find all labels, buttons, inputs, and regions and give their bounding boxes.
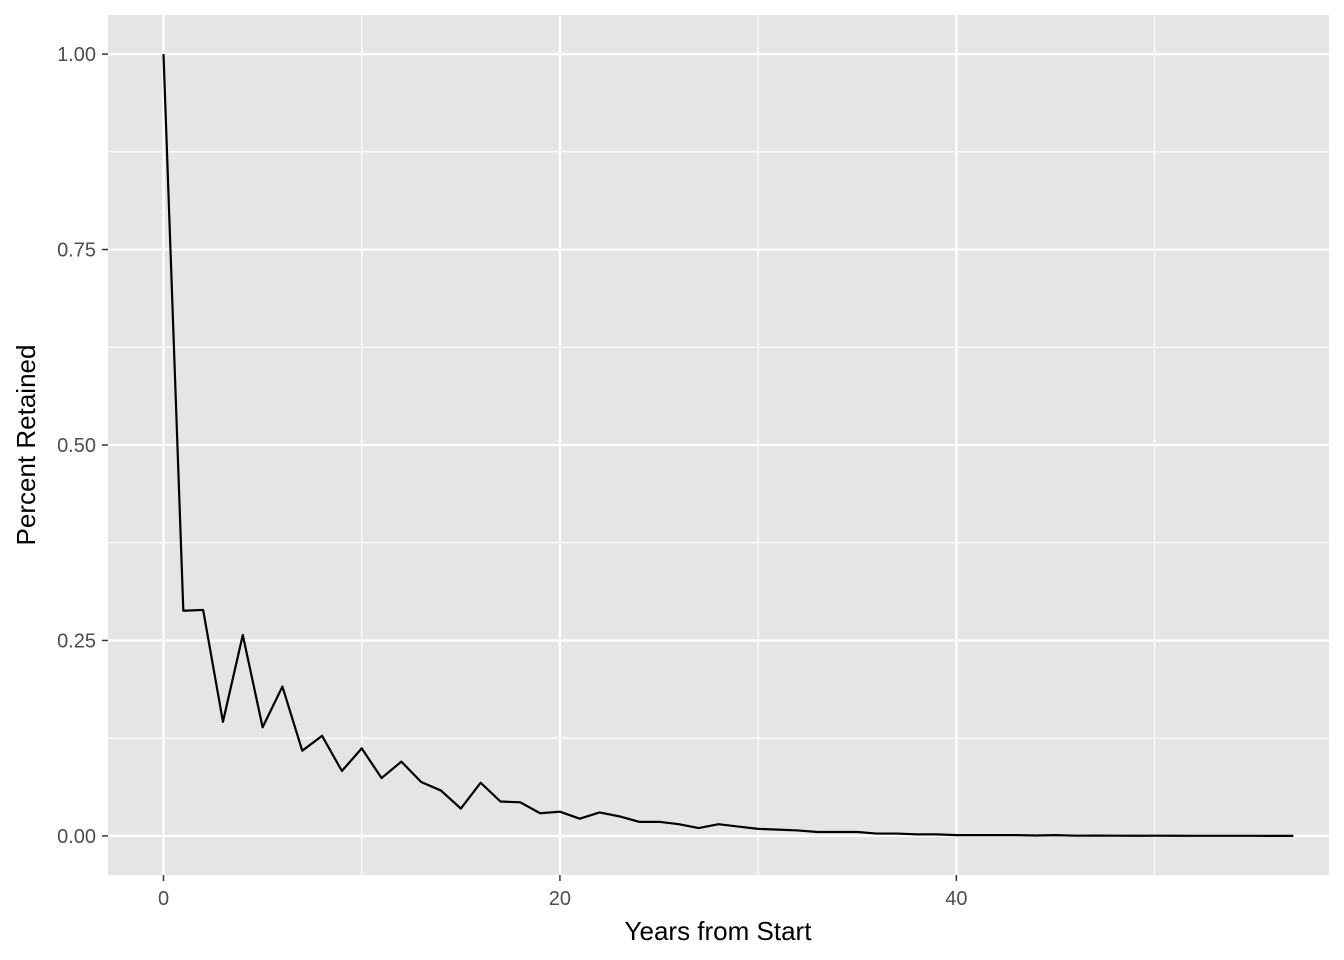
y-tick-label: 0.25 — [57, 630, 96, 652]
y-tick-label: 0.00 — [57, 826, 96, 848]
x-tick-label: 20 — [549, 888, 571, 910]
y-axis-title: Percent Retained — [11, 345, 41, 546]
y-tick-label: 1.00 — [57, 44, 96, 66]
x-axis: 0 20 40 — [158, 875, 967, 910]
y-axis: 0.00 0.25 0.50 0.75 1.00 — [57, 44, 108, 848]
y-tick-label: 0.75 — [57, 240, 96, 262]
x-tick-label: 0 — [158, 888, 169, 910]
x-tick-label: 40 — [945, 888, 967, 910]
y-tick-label: 0.50 — [57, 435, 96, 457]
series-line — [162, 54, 1294, 838]
x-axis-title: Years from Start — [625, 916, 813, 946]
series-layer — [162, 54, 1294, 838]
